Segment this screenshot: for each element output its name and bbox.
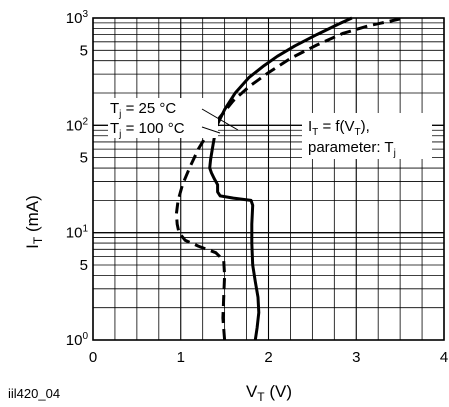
x-tick-label: 4 bbox=[440, 349, 448, 366]
series-line-25c bbox=[208, 16, 353, 341]
annotation-background bbox=[302, 113, 432, 159]
legend-background bbox=[108, 98, 218, 138]
plot-frame bbox=[92, 17, 445, 341]
x-tick-label: 1 bbox=[177, 349, 185, 366]
x-axis-label: VT (V) bbox=[246, 382, 292, 404]
legend-leader-25c bbox=[201, 108, 239, 131]
legend-leader-100c bbox=[201, 126, 221, 134]
y-tick-label: 101 bbox=[66, 224, 89, 242]
y-axis-label: IT (mA) bbox=[23, 195, 45, 249]
y-tick-label: 5 bbox=[80, 150, 88, 167]
y-tick-label: 102 bbox=[66, 116, 89, 134]
x-tick-label: 3 bbox=[352, 349, 360, 366]
series-line-100c bbox=[174, 17, 401, 341]
annotation-formula: IT = f(VT), bbox=[308, 118, 370, 138]
y-tick-label: 103 bbox=[66, 9, 89, 27]
figure-id: iil420_04 bbox=[8, 386, 60, 401]
y-tick-label: 5 bbox=[80, 42, 88, 59]
legend-label-100c: Tj = 100 °C bbox=[110, 120, 185, 140]
y-tick-labels: 100 5 101 5 102 5 103 bbox=[66, 9, 89, 349]
x-tick-label: 2 bbox=[264, 349, 272, 366]
legend-label-25c: Tj = 25 °C bbox=[110, 100, 176, 120]
y-tick-label: 5 bbox=[80, 257, 88, 274]
x-tick-labels: 0 1 2 3 4 bbox=[89, 349, 448, 366]
series-group bbox=[174, 16, 401, 341]
annotation-parameter: parameter: Tj bbox=[308, 139, 396, 159]
y-tick-label: 100 bbox=[66, 331, 89, 349]
x-tick-label: 0 bbox=[89, 349, 97, 366]
